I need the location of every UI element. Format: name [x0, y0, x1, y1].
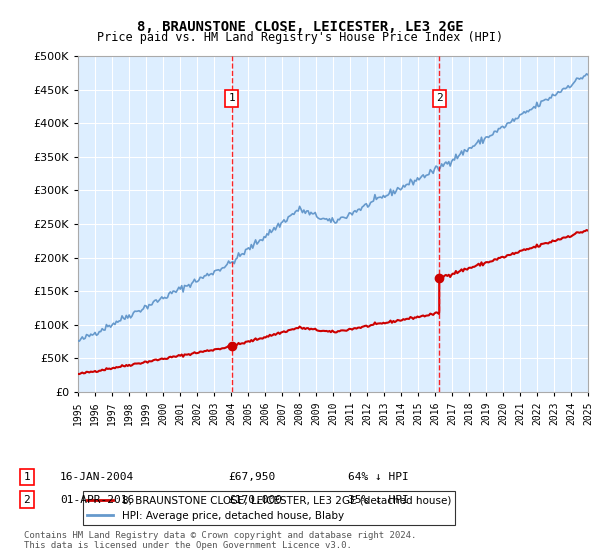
Text: 1: 1 [229, 94, 235, 104]
Text: £67,950: £67,950 [228, 472, 275, 482]
Text: 8, BRAUNSTONE CLOSE, LEICESTER, LE3 2GE: 8, BRAUNSTONE CLOSE, LEICESTER, LE3 2GE [137, 20, 463, 34]
Text: 35% ↓ HPI: 35% ↓ HPI [348, 494, 409, 505]
Text: Price paid vs. HM Land Registry's House Price Index (HPI): Price paid vs. HM Land Registry's House … [97, 31, 503, 44]
Text: 2: 2 [436, 94, 443, 104]
Legend: 8, BRAUNSTONE CLOSE, LEICESTER, LE3 2GE (detached house), HPI: Average price, de: 8, BRAUNSTONE CLOSE, LEICESTER, LE3 2GE … [83, 491, 455, 525]
Text: 01-APR-2016: 01-APR-2016 [60, 494, 134, 505]
Text: Contains HM Land Registry data © Crown copyright and database right 2024.
This d: Contains HM Land Registry data © Crown c… [24, 531, 416, 550]
Text: 16-JAN-2004: 16-JAN-2004 [60, 472, 134, 482]
Text: 1: 1 [23, 472, 31, 482]
Text: £170,000: £170,000 [228, 494, 282, 505]
Text: 64% ↓ HPI: 64% ↓ HPI [348, 472, 409, 482]
Text: 2: 2 [23, 494, 31, 505]
